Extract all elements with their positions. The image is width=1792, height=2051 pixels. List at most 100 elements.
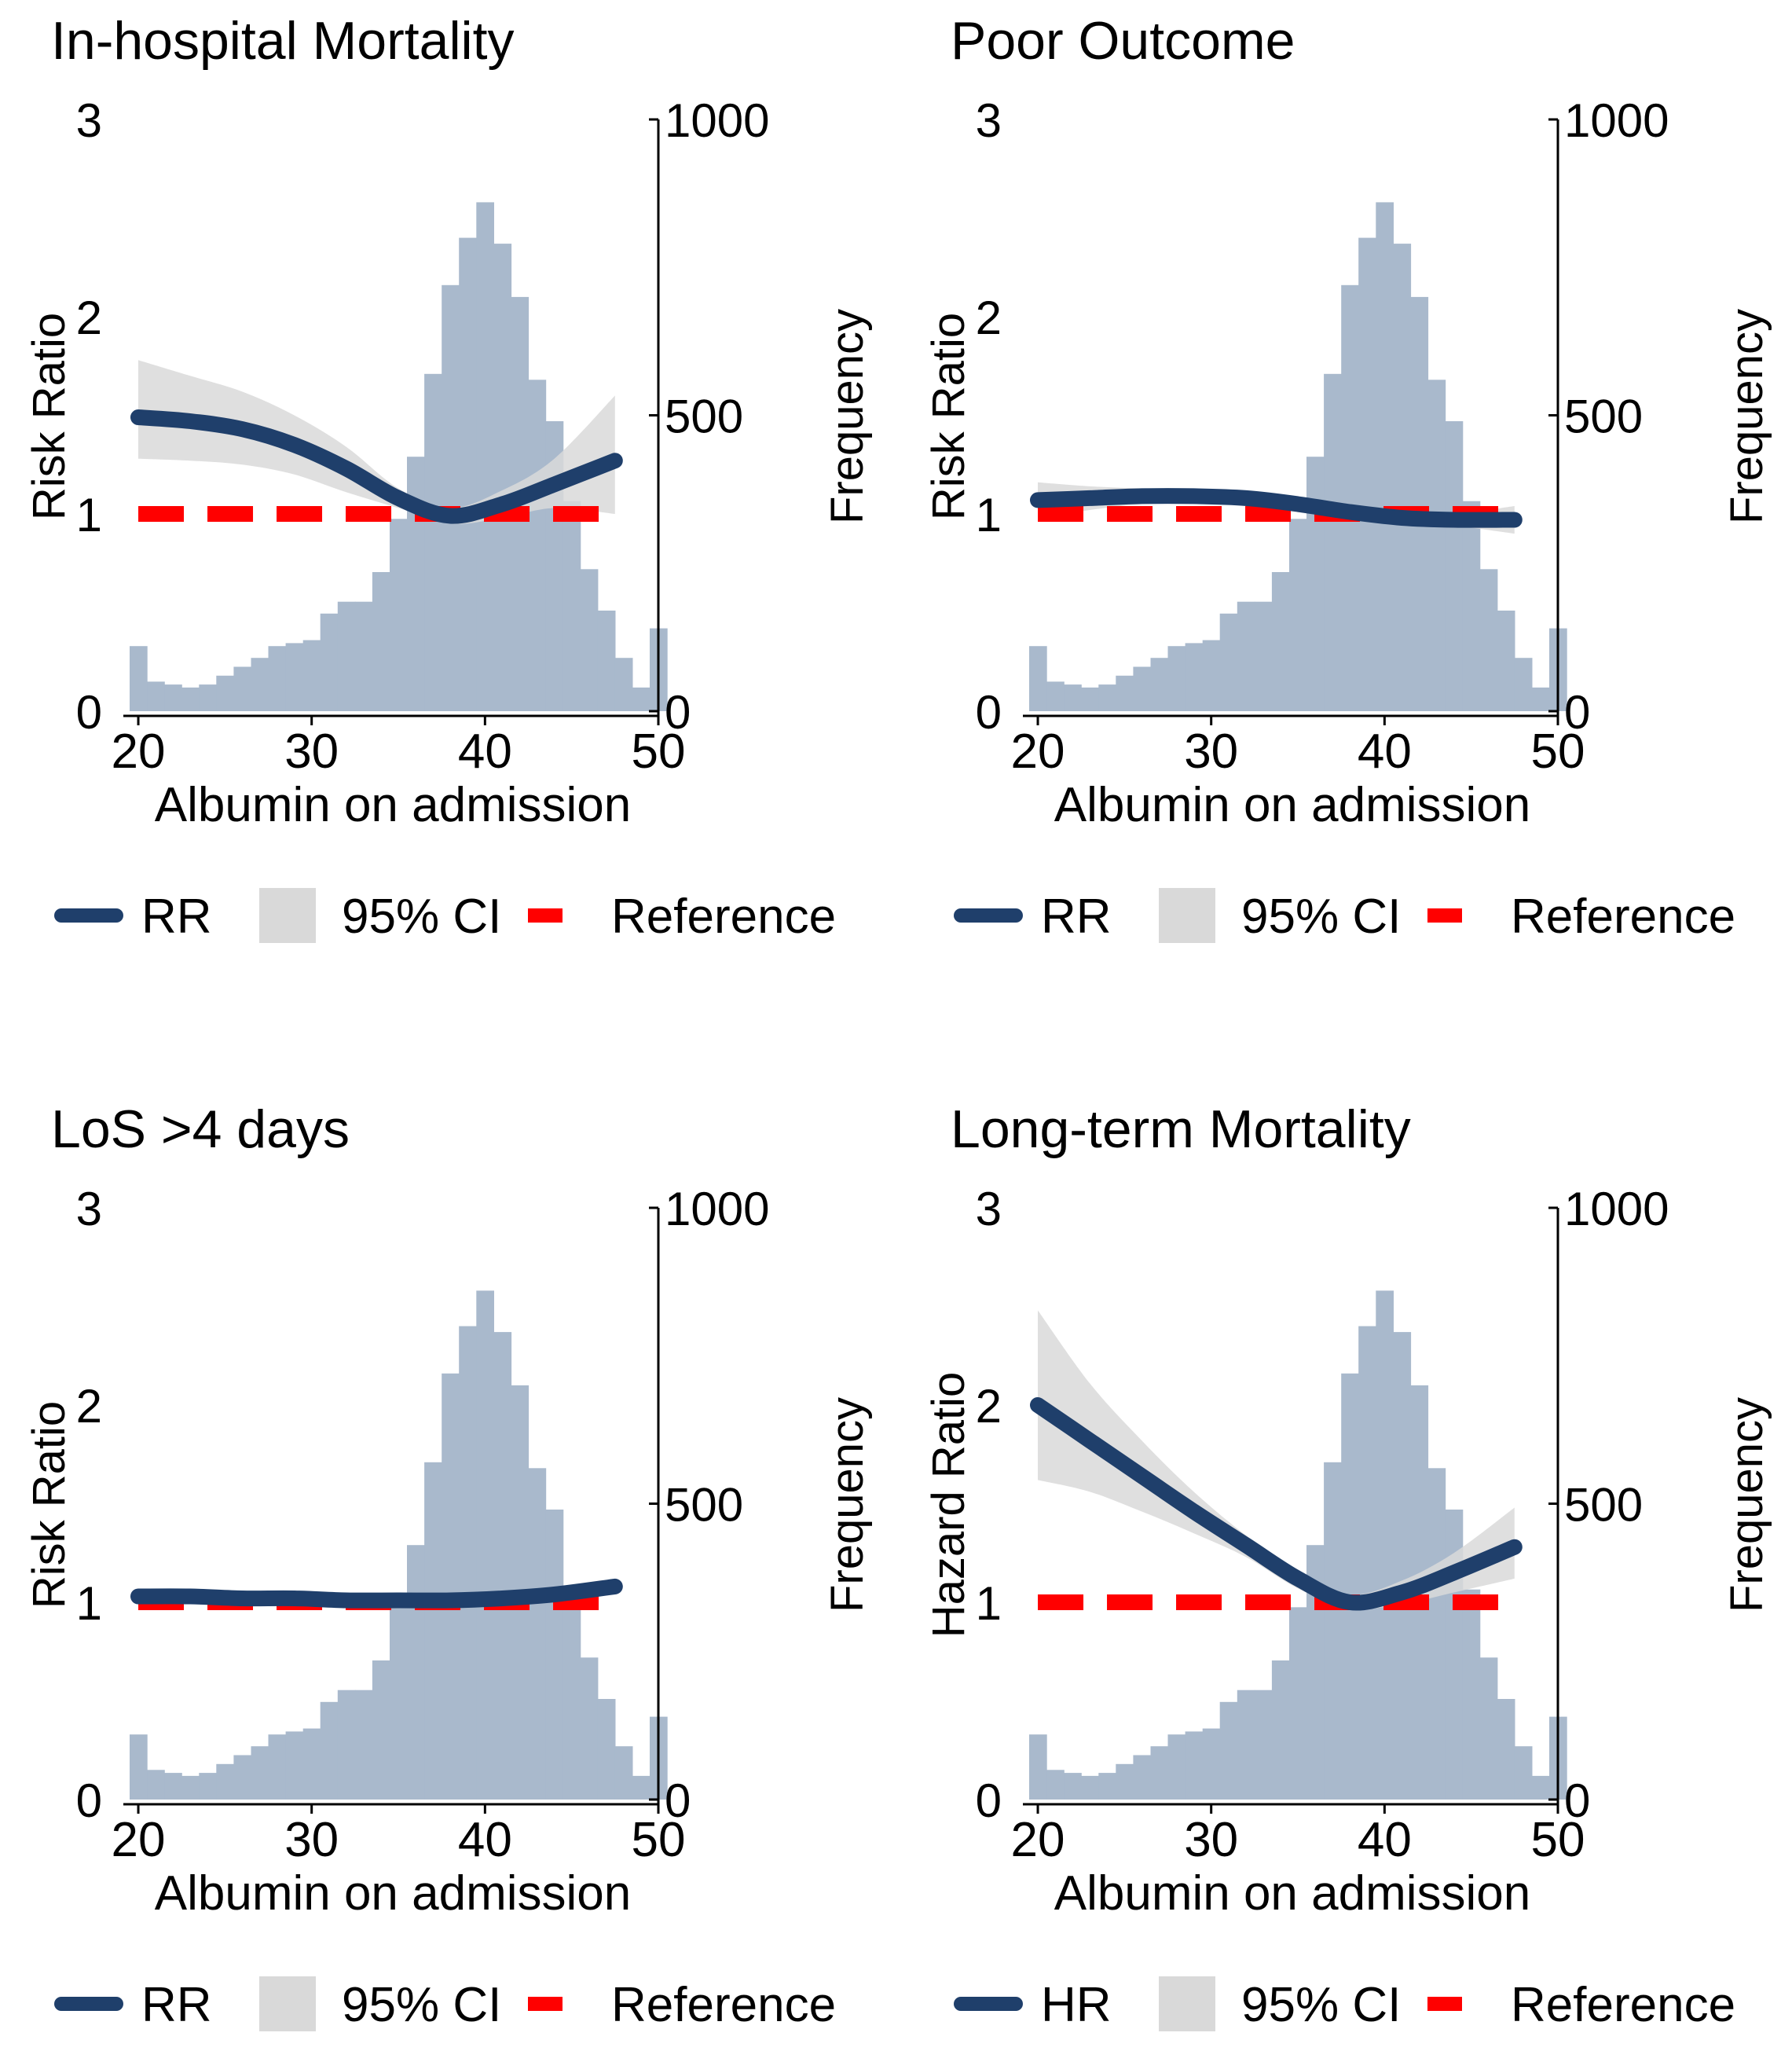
legend-label: RR [141,890,212,944]
histogram-bar [1514,1746,1533,1800]
y-tick-label: 3 [76,1183,102,1235]
histogram-bar [320,613,339,711]
histogram-bar [233,666,252,711]
y2-tick-label: 1000 [665,94,769,147]
y2-tick-label: 0 [665,686,691,739]
legend-label: Reference [611,1978,836,2032]
x-tick-label: 50 [632,1813,686,1867]
y-tick-label: 1 [976,489,1002,541]
histogram-bar [476,1290,494,1800]
legend-area-swatch [1159,1976,1215,2031]
histogram-bar [1462,1589,1481,1800]
histogram-bar [1116,1763,1134,1800]
histogram-bar [459,237,477,712]
x-tick-label: 30 [284,1813,339,1867]
histogram-bar [199,684,217,711]
histogram-bar [1167,646,1186,711]
histogram-bar [320,1701,339,1800]
histogram-bar [1150,658,1169,711]
legend-area-swatch [1159,888,1215,943]
histogram-bar [528,380,547,711]
y2-axis-label: Frequency [1721,309,1772,524]
histogram-bar [1081,1775,1099,1800]
y2-tick-label: 1000 [1564,1183,1669,1235]
histogram-bars [1029,202,1567,712]
y2-tick-label: 0 [665,1774,691,1827]
x-tick-label: 50 [1531,1813,1585,1867]
histogram-bar [563,501,581,711]
histogram-bar [597,611,616,711]
histogram-bar [1497,611,1515,711]
axes [1023,118,1559,725]
histogram-bar [302,640,321,711]
panel-los-4-days: LoS >4 days Risk Ratio Frequency Albumin… [24,1099,873,2032]
histogram-bar [1324,1462,1342,1800]
legend-label: RR [141,1978,212,2032]
x-tick-label: 40 [458,725,512,779]
x-tick-label: 40 [1358,1813,1412,1867]
histogram-bar [1046,1770,1065,1800]
histogram-bar [302,1728,321,1800]
x-axis-label: Albumin on admission [1054,778,1531,832]
x-tick-label: 40 [1358,725,1412,779]
histogram-bar [130,1734,148,1800]
histogram-bar [632,687,650,711]
histogram-bar [216,1763,234,1800]
histogram-bar [181,1775,200,1800]
y2-tick-label: 500 [665,1479,743,1532]
x-tick-label: 30 [284,725,339,779]
histogram-bar [1202,640,1221,711]
y-tick-label: 0 [976,686,1002,739]
histogram-bar [372,1660,390,1800]
histogram-bar [1133,666,1152,711]
histogram-bar [130,646,148,711]
histogram-bar [1393,244,1412,712]
y2-tick-label: 500 [1564,391,1643,443]
histogram-bar [1064,684,1082,711]
histogram-bar [390,519,408,711]
histogram-bar [1358,237,1376,712]
histogram-bar [164,684,182,711]
y2-axis-label: Frequency [822,1397,873,1613]
histogram-bar [372,572,390,711]
histogram-bar [1185,643,1204,711]
histogram-bar [285,643,304,711]
legend-label: Reference [611,890,836,944]
panel-poor-outcome: Poor Outcome Risk Ratio Frequency Albumi… [923,11,1772,944]
histogram-bar [597,1699,616,1800]
histogram-bar [1427,380,1446,711]
histogram-bar [1289,1607,1307,1800]
rr-curve [1030,488,1523,528]
histogram-bar [1479,569,1498,711]
legend: HR 95% CI Reference [954,1976,1735,2032]
y-tick-label: 3 [976,94,1002,147]
histogram-bar [1479,1657,1498,1800]
histogram-bar [1271,572,1290,711]
histogram-bar [285,1731,304,1800]
histogram-bar [580,569,599,711]
histogram-bar [476,202,494,711]
histogram-bar [1531,687,1550,711]
panel-title: In-hospital Mortality [51,11,515,71]
histogram-bars [1029,1290,1567,1800]
y-tick-label: 0 [76,686,102,739]
histogram-bar [1445,421,1464,711]
histogram-bar [442,284,460,711]
histogram-bar [1133,1755,1152,1800]
histogram-bar [390,1607,408,1800]
histogram-bar [1410,296,1429,711]
histogram-bar [563,1589,581,1800]
histogram-bar [1046,681,1065,711]
legend: RR 95% CI Reference [54,1976,836,2032]
ci-band [138,360,615,524]
histogram-bar [1116,675,1134,711]
ci-band [1038,1310,1515,1609]
histogram-bar [407,1545,425,1800]
histogram-bar [580,1657,599,1800]
histogram-bar [216,675,234,711]
y2-axis-label: Frequency [1721,1397,1772,1613]
